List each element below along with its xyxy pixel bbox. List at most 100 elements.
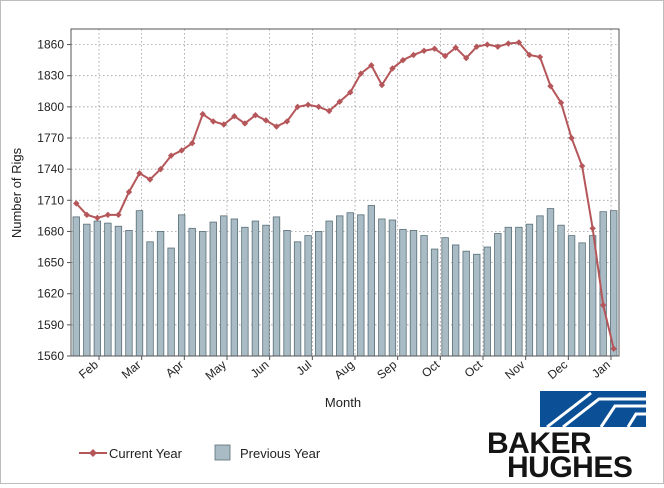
current-year-point [484, 41, 491, 48]
current-year-point [146, 176, 154, 183]
x-tick-label: Dec [545, 358, 570, 382]
previous-year-bar [462, 250, 470, 357]
current-year-point [83, 211, 91, 219]
previous-year-bar [304, 235, 312, 357]
baker-hughes-logo: BAKER HUGHES [487, 391, 647, 484]
previous-year-bar [314, 231, 323, 357]
y-tick-label: 1860 [37, 38, 64, 52]
current-year-point [220, 121, 228, 128]
current-year-point [526, 51, 533, 59]
previous-year-bar [483, 246, 491, 357]
current-year-point [610, 345, 617, 352]
x-tick-label: Aug [332, 358, 357, 382]
current-year-point [231, 113, 238, 120]
x-tick-label: May [203, 358, 229, 383]
current-year-point [304, 101, 312, 108]
y-tick-label: 1740 [37, 162, 64, 176]
current-year-point [104, 211, 112, 219]
y-tick-label: 1710 [37, 193, 64, 207]
current-year-point [505, 40, 512, 47]
previous-year-bar [610, 210, 618, 357]
current-year-point [536, 53, 544, 61]
previous-year-bar [104, 222, 112, 357]
current-year-point [210, 118, 217, 125]
x-tick-label: Jan [589, 358, 613, 381]
current-year-point [199, 110, 206, 118]
previous-year-bar [146, 241, 154, 357]
previous-year-bar [578, 242, 586, 357]
y-tick-label: 1650 [37, 256, 64, 270]
previous-year-bar [420, 235, 428, 357]
previous-year-bar [430, 248, 439, 357]
previous-year-bar [156, 231, 165, 357]
y-tick-label: 1560 [37, 349, 64, 363]
previous-year-bar [409, 229, 418, 357]
previous-year-bar [272, 216, 281, 357]
previous-year-bar [177, 214, 186, 357]
current-year-point [462, 54, 470, 62]
previous-year-bar [199, 231, 207, 357]
previous-year-bar [536, 215, 544, 357]
current-year-point [431, 45, 438, 52]
logo-text-hughes: HUGHES [507, 451, 632, 483]
y-tick-label: 1800 [37, 100, 64, 114]
x-tick-label: Mar [119, 358, 144, 382]
previous-year-bar [283, 229, 291, 357]
previous-year-bar [167, 247, 175, 357]
previous-year-bar [367, 205, 376, 357]
current-year-point [125, 188, 133, 196]
current-year-point [178, 147, 185, 154]
previous-year-bar [336, 215, 344, 357]
current-year-point [136, 170, 143, 177]
legend-previous-year-label: Previous Year [240, 446, 321, 461]
current-year-point [283, 118, 291, 125]
current-year-point [347, 89, 354, 96]
logo-mark [540, 391, 647, 429]
y-tick-labels: 1560 1590 1620 1650 1680 1710 1740 1770 1800 1830… [37, 38, 64, 363]
current-year-point [368, 62, 375, 69]
current-year-point [410, 51, 417, 59]
current-year-point [357, 70, 365, 77]
previous-year-bar [357, 214, 365, 357]
previous-year-bar [220, 215, 228, 357]
x-tick-label: Oct [462, 357, 486, 380]
current-year-point [452, 44, 459, 51]
x-tick-label: Sep [374, 357, 400, 382]
previous-year-bar [451, 244, 460, 357]
current-year-point [325, 107, 333, 115]
current-year-point [420, 47, 428, 54]
previous-year-bar [473, 253, 481, 357]
x-tick-label: Feb [76, 357, 101, 381]
current-year-point [399, 56, 407, 64]
previous-year-bar [515, 226, 523, 357]
legend-previous-year-swatch [214, 444, 231, 461]
current-year-point [252, 111, 259, 119]
current-year-point [157, 165, 164, 173]
previous-year-bar [346, 212, 354, 357]
previous-year-bar [72, 216, 80, 357]
previous-year-bar [588, 235, 597, 357]
current-year-point [262, 117, 270, 124]
previous-year-bar [441, 237, 449, 357]
previous-year-bar [325, 220, 333, 357]
previous-year-bar [251, 220, 260, 357]
previous-year-bar [135, 210, 144, 357]
previous-year-bar [525, 223, 534, 357]
y-tick-label: 1620 [37, 287, 64, 301]
current-year-point [241, 120, 249, 127]
x-tick-label: Jun [248, 358, 272, 381]
current-year-point [494, 43, 502, 50]
line-layer [73, 39, 617, 352]
current-year-point [336, 98, 343, 105]
previous-year-bar [241, 226, 249, 357]
current-year-point [589, 225, 596, 232]
current-year-point [73, 200, 80, 207]
previous-year-bar [114, 225, 123, 357]
current-year-point [167, 152, 175, 159]
current-year-point [599, 301, 607, 309]
y-axis-title: Number of Rigs [9, 147, 24, 238]
current-year-point [273, 123, 280, 130]
current-year-point [473, 43, 480, 50]
